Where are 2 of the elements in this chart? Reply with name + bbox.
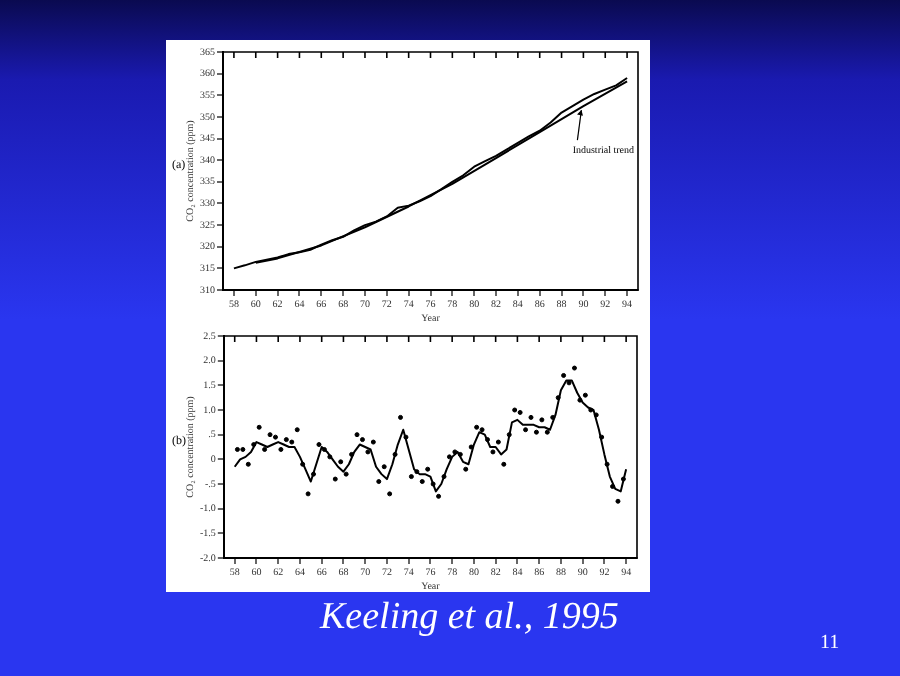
text: Keeling et al., 1995 — [320, 596, 619, 640]
text: 11 — [820, 632, 840, 654]
